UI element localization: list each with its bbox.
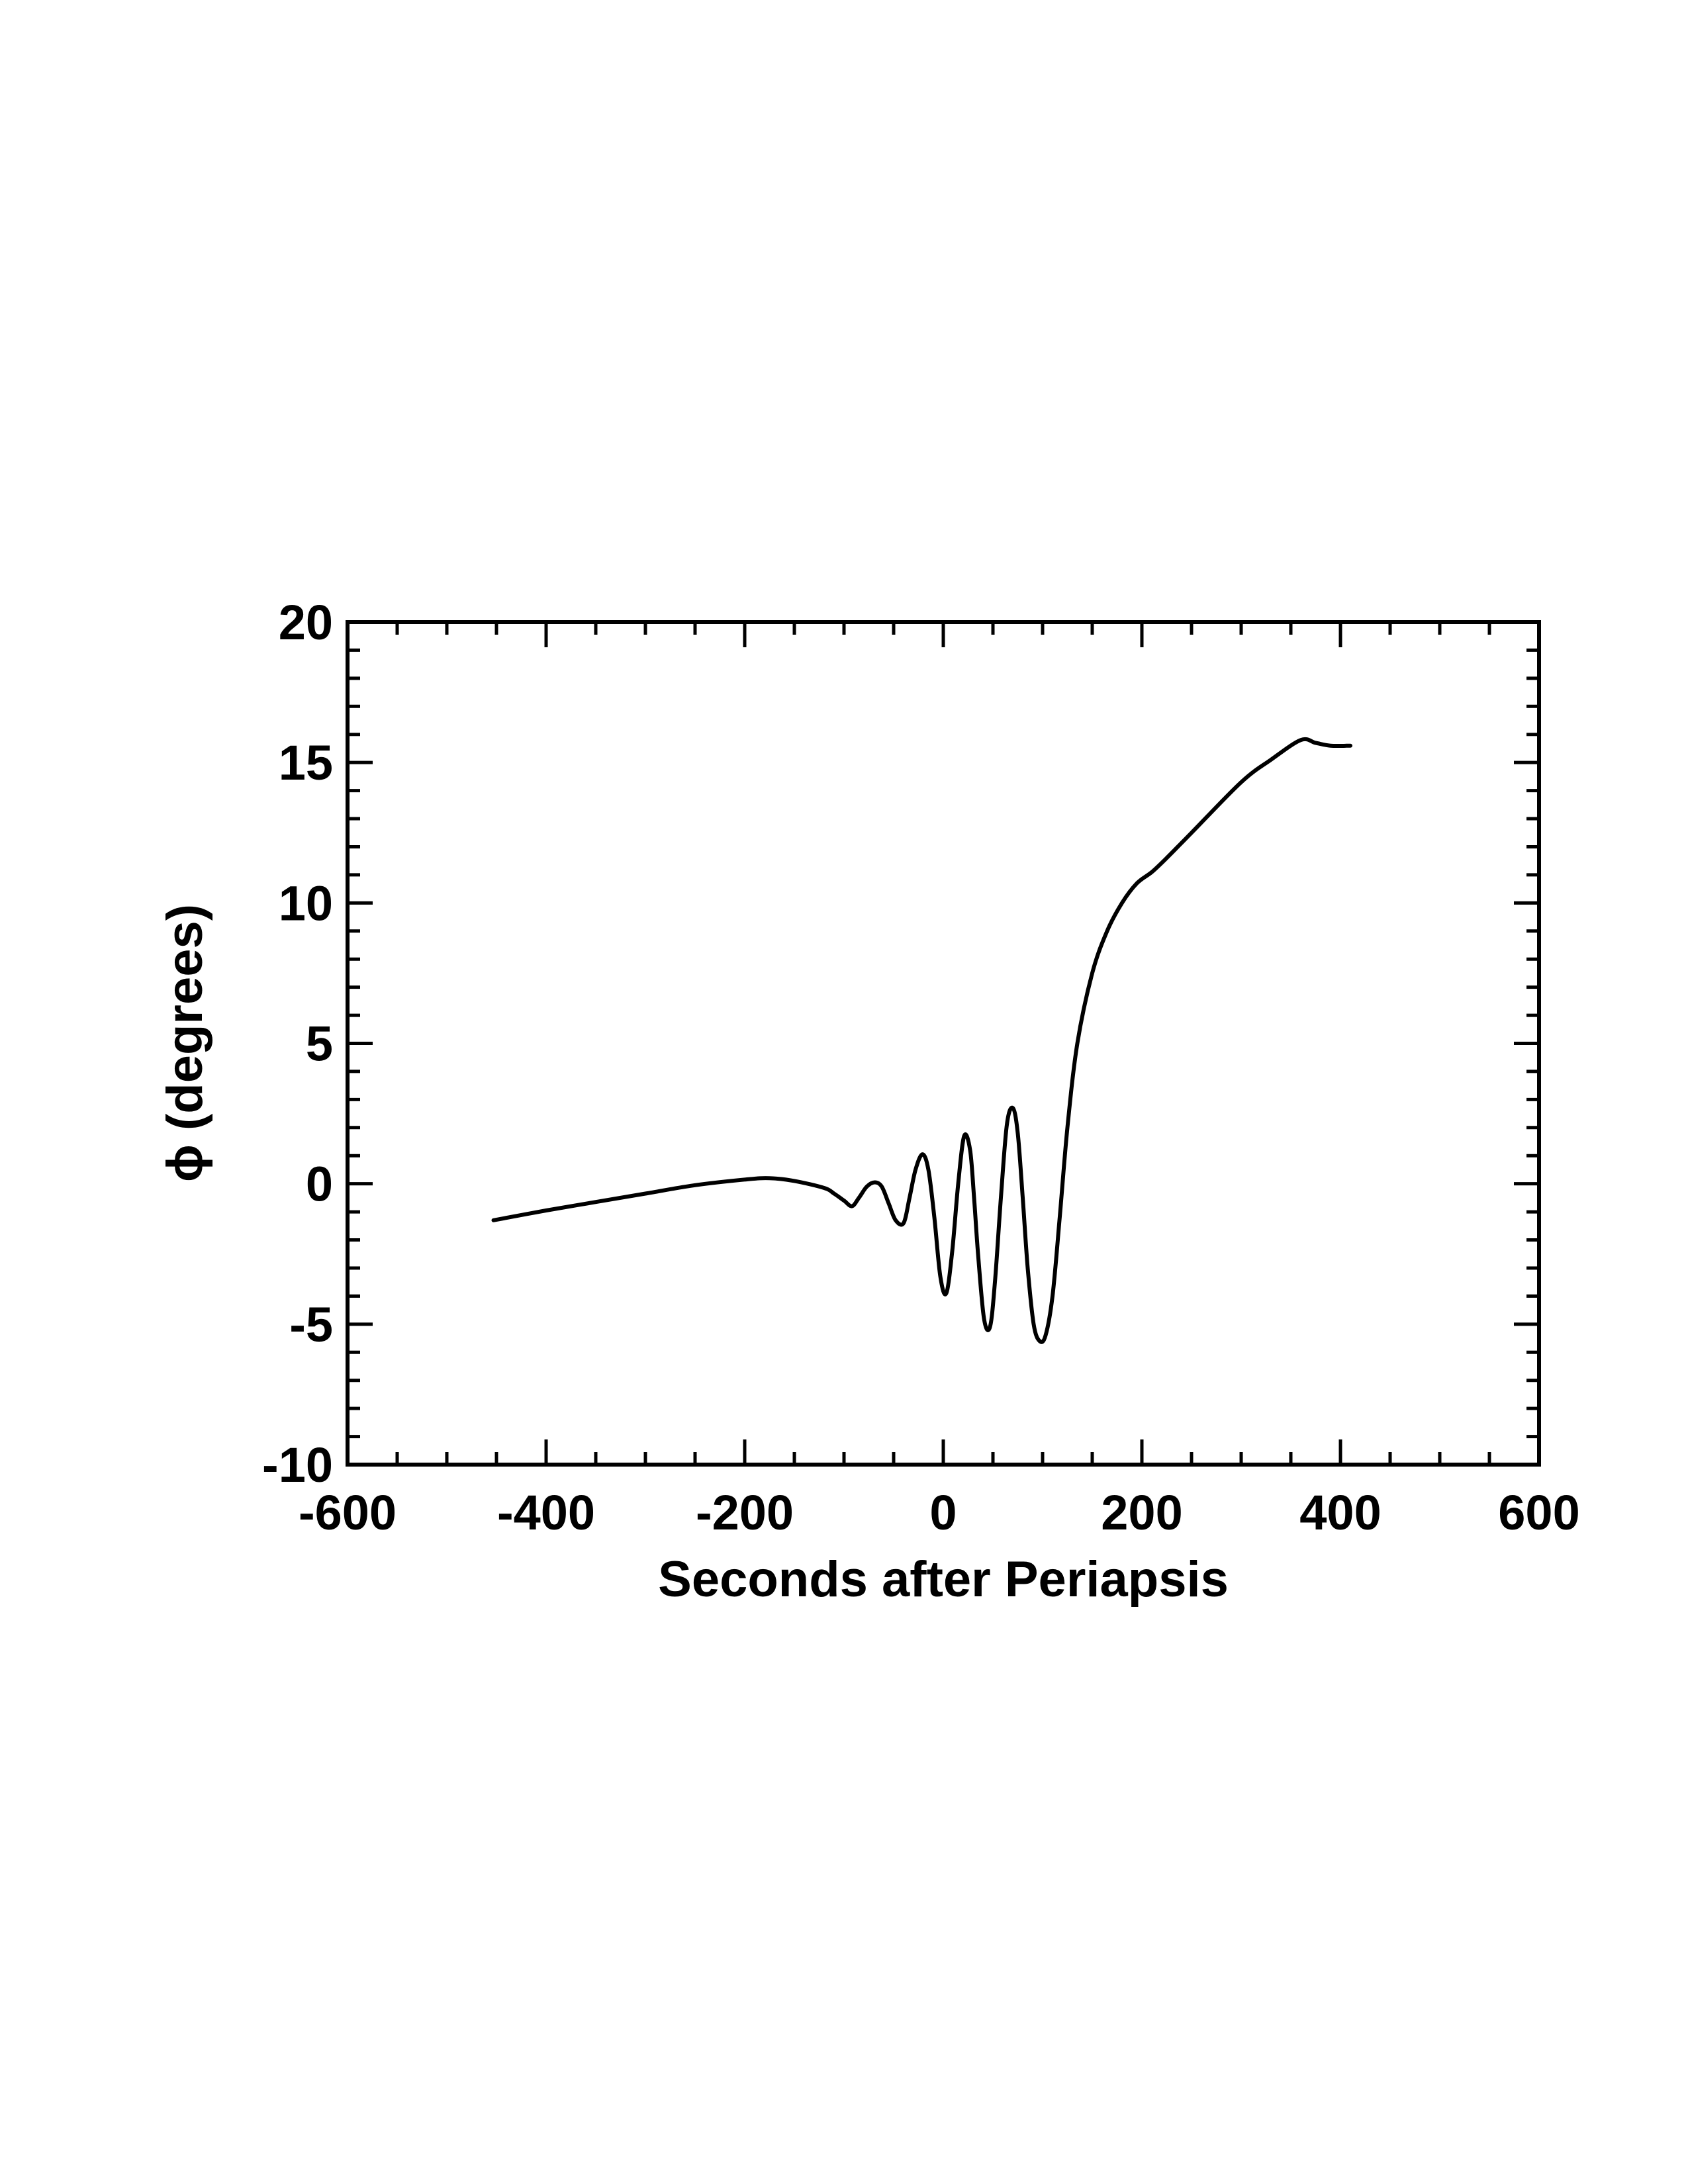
y-tick-label: -10: [262, 1437, 333, 1492]
series-line: [491, 737, 1352, 1344]
y-axis-title: ϕ (degrees): [157, 904, 213, 1182]
y-tick-label: 15: [279, 735, 333, 790]
y-tick-label: 20: [279, 595, 333, 650]
plot-frame: [346, 620, 1541, 1467]
x-tick-label: 0: [929, 1485, 957, 1540]
x-tick-label: -400: [497, 1485, 595, 1540]
y-tick-label: -5: [289, 1297, 333, 1352]
x-tick-label: 200: [1101, 1485, 1182, 1540]
x-tick-label: 600: [1498, 1485, 1579, 1540]
ticks: [346, 620, 1541, 1467]
y-tick-labels: -10 -5 0 5 10 15 20: [262, 595, 333, 1492]
y-tick-label: 5: [306, 1017, 333, 1071]
y-tick-label: 0: [306, 1157, 333, 1212]
x-axis-title: Seconds after Periapsis: [658, 1551, 1229, 1608]
x-tick-labels: -600 -400 -200 0 200 400 600: [299, 1485, 1580, 1540]
y-tick-label: 10: [279, 876, 333, 931]
x-tick-label: 400: [1299, 1485, 1381, 1540]
x-tick-label: -600: [299, 1485, 397, 1540]
x-tick-label: -200: [696, 1485, 794, 1540]
